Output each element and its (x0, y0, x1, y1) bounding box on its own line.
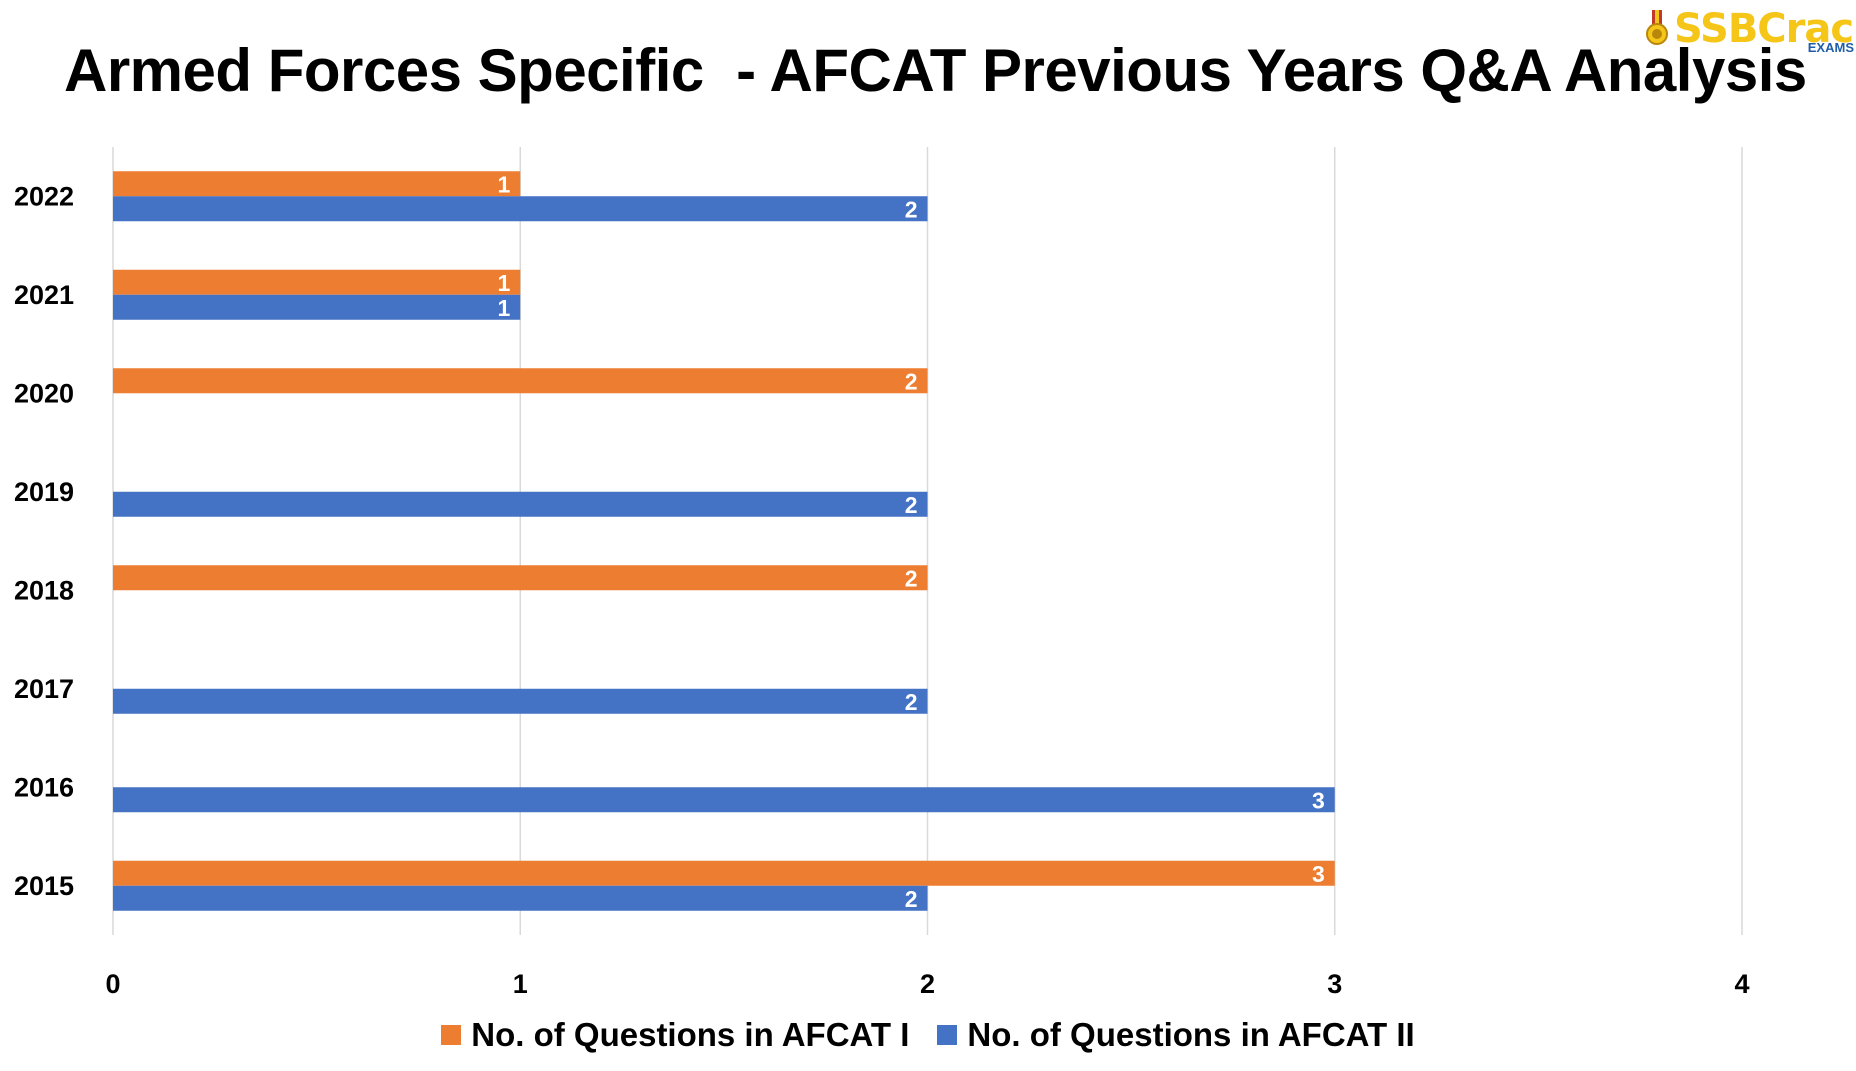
data-label: 1 (497, 295, 510, 321)
bar-afcat-i-2018 (113, 565, 928, 591)
logo-text: SSBCrack (1674, 6, 1856, 52)
data-label: 2 (905, 689, 918, 715)
bar-afcat-i-2015 (113, 860, 1335, 886)
y-tick-label: 2021 (14, 280, 74, 310)
x-tick-label: 4 (1734, 969, 1749, 999)
y-tick-label: 2020 (14, 378, 74, 408)
bar-afcat-ii-2019 (113, 491, 928, 517)
bars (113, 171, 1335, 911)
data-label: 3 (1312, 787, 1325, 813)
logo-subtitle: EXAMS (1807, 40, 1854, 55)
brand-logo: SSBCrack EXAMS (1644, 6, 1856, 56)
x-tick-label: 1 (513, 969, 528, 999)
data-label: 2 (905, 886, 918, 912)
data-label: 2 (905, 196, 918, 222)
legend-label: No. of Questions in AFCAT II (967, 1016, 1415, 1053)
bar-afcat-i-2022 (113, 171, 521, 197)
y-tick-label: 2022 (14, 181, 74, 211)
gridlines (112, 147, 1743, 935)
legend-item-afcat-ii: No. of Questions in AFCAT II (937, 1016, 1415, 1054)
legend: No. of Questions in AFCAT I No. of Questi… (0, 1016, 1856, 1054)
bar-chart: 0 1 2 3 4 2015 3 2 2016 3 2017 2 2018 2 2019 2 2020 2 2021… (14, 147, 1750, 999)
labels: 0 1 2 3 4 2015 3 2 2016 3 2017 2 2018 2 2019 2 2020 2 2021… (14, 171, 1750, 999)
legend-item-afcat-i: No. of Questions in AFCAT I (441, 1016, 909, 1054)
bar-afcat-ii-2015 (113, 885, 928, 911)
bar-afcat-i-2020 (113, 368, 928, 394)
bar-afcat-ii-2017 (113, 688, 928, 714)
y-tick-label: 2016 (14, 772, 74, 802)
y-tick-label: 2018 (14, 575, 74, 605)
data-label: 1 (497, 171, 510, 197)
data-label: 2 (905, 368, 918, 394)
data-label: 1 (497, 270, 510, 296)
bar-afcat-ii-2016 (113, 787, 1335, 813)
legend-swatch (937, 1025, 958, 1045)
data-label: 2 (905, 565, 918, 591)
x-tick-label: 3 (1327, 969, 1342, 999)
y-tick-label: 2015 (14, 871, 74, 901)
bar-afcat-i-2021 (113, 269, 521, 295)
y-tick-label: 2017 (14, 674, 74, 704)
data-label: 2 (905, 492, 918, 518)
x-tick-label: 0 (105, 969, 120, 999)
bar-afcat-ii-2022 (113, 196, 928, 222)
chart-title: Armed Forces Specific - AFCAT Previous Y… (64, 37, 1807, 104)
x-tick-label: 2 (920, 969, 935, 999)
data-label: 3 (1312, 861, 1325, 887)
legend-swatch (441, 1025, 462, 1045)
legend-label: No. of Questions in AFCAT I (471, 1016, 910, 1053)
y-tick-label: 2019 (14, 477, 74, 507)
medal-icon (1646, 10, 1668, 45)
bar-afcat-ii-2021 (113, 294, 521, 320)
